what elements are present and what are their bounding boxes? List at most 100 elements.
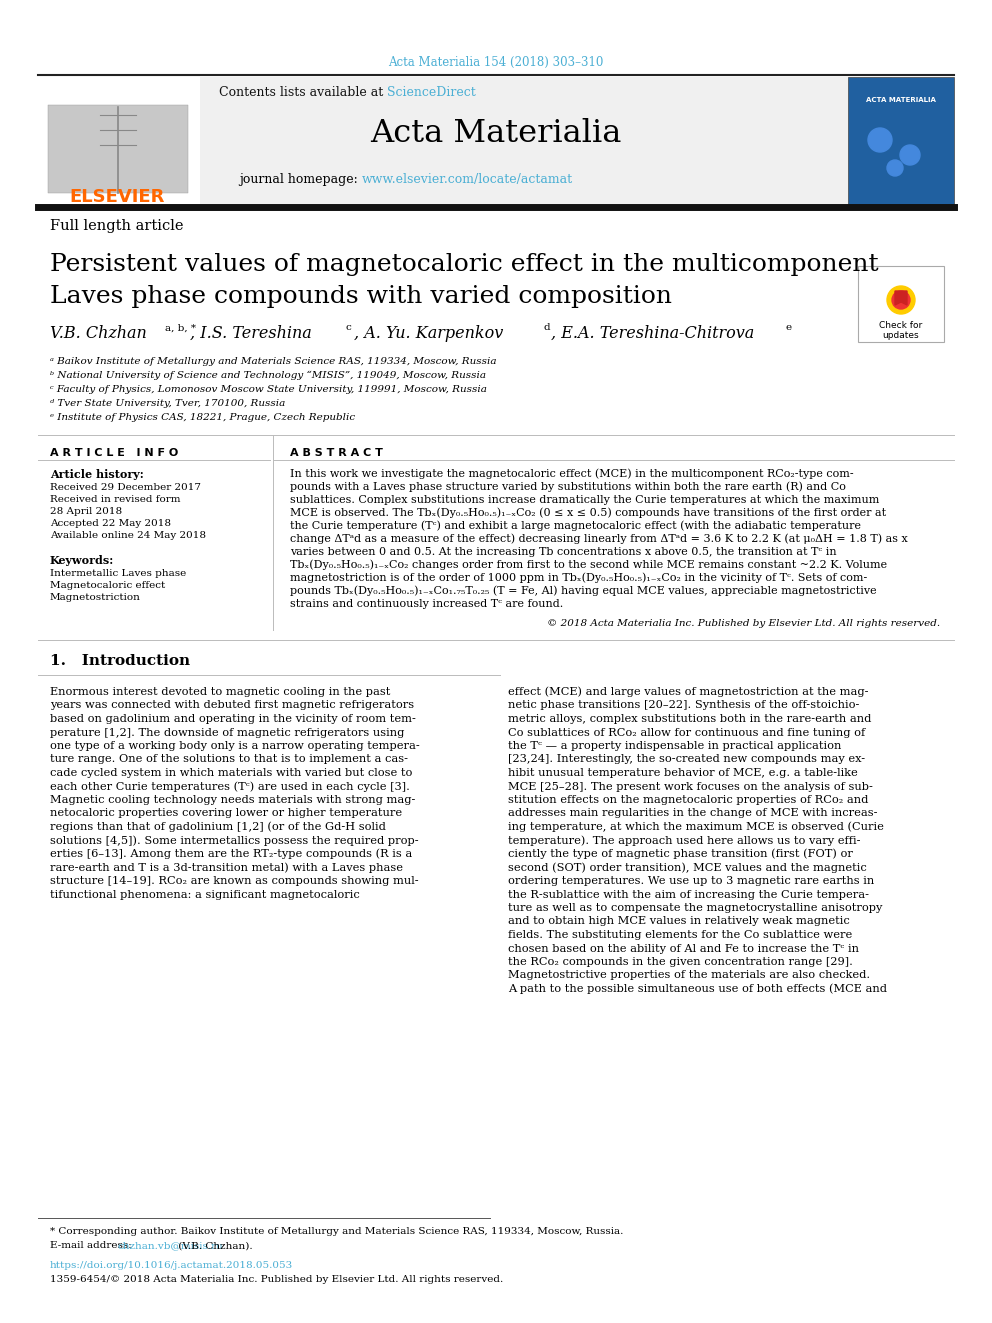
Text: fields. The substituting elements for the Co sublattice were: fields. The substituting elements for th… — [508, 930, 852, 941]
Text: ScienceDirect: ScienceDirect — [387, 86, 476, 99]
Text: the Tᶜ — a property indispensable in practical application: the Tᶜ — a property indispensable in pra… — [508, 741, 841, 751]
Text: structure [14–19]. RCo₂ are known as compounds showing mul-: structure [14–19]. RCo₂ are known as com… — [50, 876, 419, 886]
Text: perature [1,2]. The downside of magnetic refrigerators using: perature [1,2]. The downside of magnetic… — [50, 728, 405, 737]
Text: the RCo₂ compounds in the given concentration range [29].: the RCo₂ compounds in the given concentr… — [508, 957, 853, 967]
Text: ciently the type of magnetic phase transition (first (FOT) or: ciently the type of magnetic phase trans… — [508, 849, 853, 859]
Text: Keywords:: Keywords: — [50, 554, 114, 565]
Text: cade cycled system in which materials with varied but close to: cade cycled system in which materials wi… — [50, 767, 413, 778]
Text: A path to the possible simultaneous use of both effects (MCE and: A path to the possible simultaneous use … — [508, 984, 887, 995]
Text: Co sublattices of RCo₂ allow for continuous and fine tuning of: Co sublattices of RCo₂ allow for continu… — [508, 728, 865, 737]
Text: varies between 0 and 0.5. At the increasing Tb concentrations x above 0.5, the t: varies between 0 and 0.5. At the increas… — [290, 546, 836, 557]
Text: ELSEVIER: ELSEVIER — [69, 188, 165, 206]
Text: https://doi.org/10.1016/j.actamat.2018.05.053: https://doi.org/10.1016/j.actamat.2018.0… — [50, 1261, 294, 1270]
Circle shape — [887, 160, 903, 176]
Text: V.B. Chzhan: V.B. Chzhan — [50, 324, 152, 341]
Text: , I.S. Tereshina: , I.S. Tereshina — [190, 324, 316, 341]
Text: 1359-6454/© 2018 Acta Materialia Inc. Published by Elsevier Ltd. All rights rese: 1359-6454/© 2018 Acta Materialia Inc. Pu… — [50, 1275, 503, 1285]
Text: In this work we investigate the magnetocaloric effect (MCE) in the multicomponen: In this work we investigate the magnetoc… — [290, 468, 854, 479]
Text: years was connected with debuted first magnetic refrigerators: years was connected with debuted first m… — [50, 700, 414, 710]
Text: Accepted 22 May 2018: Accepted 22 May 2018 — [50, 519, 171, 528]
Text: ture as well as to compensate the magnetocrystalline anisotropy: ture as well as to compensate the magnet… — [508, 904, 882, 913]
Text: tifunctional phenomena: a significant magnetocaloric: tifunctional phenomena: a significant ma… — [50, 889, 360, 900]
Text: strains and continuously increased Tᶜ are found.: strains and continuously increased Tᶜ ar… — [290, 599, 563, 609]
Bar — [858, 266, 944, 343]
Text: Intermetallic Laves phase: Intermetallic Laves phase — [50, 569, 186, 578]
Text: chosen based on the ability of Al and Fe to increase the Tᶜ in: chosen based on the ability of Al and Fe… — [508, 943, 859, 954]
Text: © 2018 Acta Materialia Inc. Published by Elsevier Ltd. All rights reserved.: © 2018 Acta Materialia Inc. Published by… — [547, 619, 940, 628]
Text: 28 April 2018: 28 April 2018 — [50, 507, 122, 516]
Bar — [38, 77, 892, 205]
Text: the Curie temperature (Tᶜ) and exhibit a large magnetocaloric effect (with the a: the Curie temperature (Tᶜ) and exhibit a… — [290, 521, 861, 532]
Text: stitution effects on the magnetocaloric properties of RCo₂ and: stitution effects on the magnetocaloric … — [508, 795, 868, 804]
Text: Available online 24 May 2018: Available online 24 May 2018 — [50, 531, 206, 540]
Bar — [48, 105, 188, 193]
Text: one type of a working body only is a narrow operating tempera-: one type of a working body only is a nar… — [50, 741, 420, 751]
Text: Magnetostrictive properties of the materials are also checked.: Magnetostrictive properties of the mater… — [508, 971, 870, 980]
Text: Check for: Check for — [879, 320, 923, 329]
Text: Acta Materialia 154 (2018) 303–310: Acta Materialia 154 (2018) 303–310 — [388, 56, 604, 69]
Text: (V.B. Chzhan).: (V.B. Chzhan). — [175, 1241, 253, 1250]
Text: ing temperature, at which the maximum MCE is observed (Curie: ing temperature, at which the maximum MC… — [508, 822, 884, 832]
Text: Received in revised form: Received in revised form — [50, 496, 181, 504]
Text: Contents lists available at: Contents lists available at — [219, 86, 387, 99]
Text: Magnetocaloric effect: Magnetocaloric effect — [50, 581, 166, 590]
Polygon shape — [895, 291, 907, 306]
Text: metric alloys, complex substitutions both in the rare-earth and: metric alloys, complex substitutions bot… — [508, 714, 871, 724]
Text: c: c — [346, 324, 352, 332]
Text: e: e — [786, 324, 793, 332]
Circle shape — [868, 128, 892, 152]
Text: www.elsevier.com/locate/actamat: www.elsevier.com/locate/actamat — [362, 172, 573, 185]
Text: change ΔTᵃd as a measure of the effect) decreasing linearly from ΔTᵃd = 3.6 K to: change ΔTᵃd as a measure of the effect) … — [290, 533, 908, 544]
Text: A B S T R A C T: A B S T R A C T — [290, 448, 383, 458]
Text: d: d — [543, 324, 550, 332]
Text: addresses main regularities in the change of MCE with increas-: addresses main regularities in the chang… — [508, 808, 878, 819]
Text: erties [6–13]. Among them are the RT₂-type compounds (R is a: erties [6–13]. Among them are the RT₂-ty… — [50, 849, 413, 859]
Text: chzhan.vb@misis.ru: chzhan.vb@misis.ru — [117, 1241, 223, 1250]
Text: Laves phase compounds with varied composition: Laves phase compounds with varied compos… — [50, 284, 672, 307]
Text: Full length article: Full length article — [50, 220, 184, 233]
Text: based on gadolinium and operating in the vicinity of room tem-: based on gadolinium and operating in the… — [50, 714, 416, 724]
Text: Persistent values of magnetocaloric effect in the multicomponent: Persistent values of magnetocaloric effe… — [50, 254, 879, 277]
Text: ACTA MATERIALIA: ACTA MATERIALIA — [866, 97, 935, 103]
Text: hibit unusual temperature behavior of MCE, e.g. a table-like: hibit unusual temperature behavior of MC… — [508, 767, 858, 778]
Text: Enormous interest devoted to magnetic cooling in the past: Enormous interest devoted to magnetic co… — [50, 687, 391, 697]
Text: temperature). The approach used here allows us to vary effi-: temperature). The approach used here all… — [508, 835, 860, 845]
Text: sublattices. Complex substitutions increase dramatically the Curie temperatures : sublattices. Complex substitutions incre… — [290, 495, 879, 505]
Text: ᵇ National University of Science and Technology “MISIS”, 119049, Moscow, Russia: ᵇ National University of Science and Tec… — [50, 370, 486, 380]
Circle shape — [892, 291, 910, 310]
Text: ᵈ Tver State University, Tver, 170100, Russia: ᵈ Tver State University, Tver, 170100, R… — [50, 398, 286, 407]
Text: * Corresponding author. Baikov Institute of Metallurgy and Materials Science RAS: * Corresponding author. Baikov Institute… — [50, 1228, 623, 1237]
Text: A R T I C L E   I N F O: A R T I C L E I N F O — [50, 448, 179, 458]
Text: ture range. One of the solutions to that is to implement a cas-: ture range. One of the solutions to that… — [50, 754, 408, 765]
Text: the R-sublattice with the aim of increasing the Curie tempera-: the R-sublattice with the aim of increas… — [508, 889, 869, 900]
Text: Received 29 December 2017: Received 29 December 2017 — [50, 483, 201, 492]
Bar — [848, 77, 954, 205]
Text: MCE [25–28]. The present work focuses on the analysis of sub-: MCE [25–28]. The present work focuses on… — [508, 782, 873, 791]
Text: magnetostriction is of the order of 1000 ppm in Tbₓ(Dy₀.₅Ho₀.₅)₁₋ₓCo₂ in the vic: magnetostriction is of the order of 1000… — [290, 573, 867, 583]
Text: updates: updates — [883, 332, 920, 340]
Text: pounds Tbₓ(Dy₀.₅Ho₀.₅)₁₋ₓCo₁.₇₅T₀.₂₅ (T = Fe, Al) having equal MCE values, appre: pounds Tbₓ(Dy₀.₅Ho₀.₅)₁₋ₓCo₁.₇₅T₀.₂₅ (T … — [290, 586, 877, 597]
Text: , A. Yu. Karpenkov: , A. Yu. Karpenkov — [354, 324, 508, 341]
Text: a, b, *: a, b, * — [165, 324, 196, 332]
Text: , E.A. Tereshina-Chitrova: , E.A. Tereshina-Chitrova — [551, 324, 759, 341]
Text: [23,24]. Interestingly, the so-created new compounds may ex-: [23,24]. Interestingly, the so-created n… — [508, 754, 865, 765]
Text: Article history:: Article history: — [50, 470, 144, 480]
Text: effect (MCE) and large values of magnetostriction at the mag-: effect (MCE) and large values of magneto… — [508, 687, 869, 697]
Text: netocaloric properties covering lower or higher temperature: netocaloric properties covering lower or… — [50, 808, 402, 819]
Circle shape — [887, 286, 915, 314]
Text: netic phase transitions [20–22]. Synthesis of the off-stoichio-: netic phase transitions [20–22]. Synthes… — [508, 700, 859, 710]
Text: ᶜ Faculty of Physics, Lomonosov Moscow State University, 119991, Moscow, Russia: ᶜ Faculty of Physics, Lomonosov Moscow S… — [50, 385, 487, 393]
Text: 1.   Introduction: 1. Introduction — [50, 654, 190, 668]
Bar — [38, 77, 200, 205]
Text: Magnetostriction: Magnetostriction — [50, 593, 141, 602]
Text: solutions [4,5]). Some intermetallics possess the required prop-: solutions [4,5]). Some intermetallics po… — [50, 835, 419, 845]
Text: Tbₓ(Dy₀.₅Ho₀.₅)₁₋ₓCo₂ changes order from first to the second while MCE remains c: Tbₓ(Dy₀.₅Ho₀.₅)₁₋ₓCo₂ changes order from… — [290, 560, 887, 570]
Text: ᵃ Baikov Institute of Metallurgy and Materials Science RAS, 119334, Moscow, Russ: ᵃ Baikov Institute of Metallurgy and Mat… — [50, 356, 497, 365]
Text: rare-earth and T is a 3d-transition metal) with a Laves phase: rare-earth and T is a 3d-transition meta… — [50, 863, 403, 873]
Text: Acta Materialia: Acta Materialia — [370, 118, 622, 148]
Text: and to obtain high MCE values in relatively weak magnetic: and to obtain high MCE values in relativ… — [508, 917, 850, 926]
Circle shape — [900, 146, 920, 165]
Text: second (SOT) order transition), MCE values and the magnetic: second (SOT) order transition), MCE valu… — [508, 863, 867, 873]
Text: E-mail address:: E-mail address: — [50, 1241, 135, 1250]
Text: MCE is observed. The Tbₓ(Dy₀.₅Ho₀.₅)₁₋ₓCo₂ (0 ≤ x ≤ 0.5) compounds have transiti: MCE is observed. The Tbₓ(Dy₀.₅Ho₀.₅)₁₋ₓC… — [290, 508, 886, 519]
